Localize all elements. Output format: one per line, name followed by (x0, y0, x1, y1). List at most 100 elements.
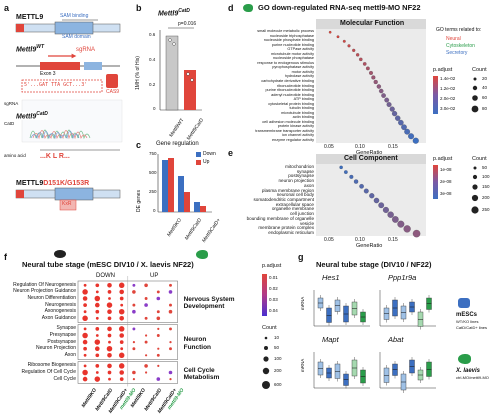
go-term-cc: somatodendritic compartment (253, 197, 314, 202)
go-dot-cc (387, 211, 394, 218)
go-term-mf: ATP binding (293, 97, 314, 102)
mouse-icon (54, 250, 66, 258)
go-dot-f (120, 347, 124, 351)
go-dot-mf (408, 133, 415, 140)
go-dot-f (156, 353, 160, 357)
go-dot-f (144, 364, 148, 368)
panel-b-tick-3: 0 (153, 106, 156, 111)
go-term-mf: response to endogenous stimulus (257, 60, 314, 65)
bar-wt (165, 35, 179, 111)
go-term-cc: membrane protein complex (258, 225, 314, 231)
seq-label-1: sgRNA (4, 101, 19, 106)
legend-down-swatch (196, 152, 201, 157)
go-dot-f (168, 309, 173, 314)
go-term-mf: motor activity (291, 69, 314, 74)
frog-icon (243, 4, 253, 12)
go-dot-f (95, 316, 99, 320)
go-dot-f (157, 364, 160, 367)
go-dot-mf (373, 79, 378, 85)
go-dot-f (108, 297, 111, 300)
go-dot-f (145, 334, 148, 337)
panel-f-grid (77, 276, 178, 387)
go-term-cc: vesicle (299, 220, 314, 226)
panel-d-padj-0: 1.4e-02 (440, 76, 456, 81)
go-term-row: Ribosome Biogenesis (27, 362, 76, 369)
go-dot-f (157, 327, 160, 330)
go-term-row: Neuron Projection (35, 345, 76, 352)
panel-d-count-3: 80 (482, 106, 488, 111)
go-term-mf: protein kinase activity (277, 124, 314, 129)
legend-mesc-line-0: WT/KO lines (456, 319, 479, 324)
panel-e-padj-2: 3e-08 (440, 191, 452, 196)
go-term-row: Axonogenesis (44, 308, 76, 315)
panel-b-pvalue: p=0.016 (178, 21, 197, 27)
panel-c-tick-3: 0 (153, 208, 156, 213)
go-term-row: Neuron Differentiation (27, 295, 76, 301)
go-term-cc: organelle membrane (271, 206, 314, 212)
go-dot-f (95, 283, 100, 288)
go-dot-f (106, 345, 113, 352)
panel-b-chart (159, 27, 202, 111)
go-dot-f (95, 334, 99, 337)
go-dot-mf (391, 111, 398, 117)
go-dot-f (107, 333, 112, 338)
panel-c-tick-1: 500 (149, 170, 157, 175)
panel-e-subtitle: Cell Component (344, 155, 398, 162)
cas9-label: CAS9 (106, 89, 120, 95)
panel-label-f: f (4, 252, 7, 262)
go-term-row: Regulation Of Cell Cycle (21, 369, 76, 375)
go-dot-f (108, 340, 111, 344)
go-dot-f (144, 297, 148, 300)
go-term-cc: neuronal cell body (276, 192, 314, 198)
go-dot-f (82, 332, 88, 339)
go-term-mf: enzyme regulator activity (272, 137, 314, 142)
panel-f-count-3: 200 (274, 368, 282, 373)
go-dot-f (144, 303, 148, 307)
go-dot-mf (369, 70, 373, 75)
go-dot-f (83, 364, 87, 368)
panel-e-count-title: Count (472, 156, 487, 162)
go-dot-cc (373, 197, 380, 204)
amino-acid-label: amino acid (4, 153, 26, 158)
go-dot-cc (363, 188, 369, 194)
panel-e-padj-1: 2e-08 (440, 179, 452, 184)
go-dot-mf (355, 53, 360, 57)
go-dot-f (145, 354, 148, 357)
panel-e-count-4: 250 (482, 207, 490, 212)
go-term-row: Presynapse (49, 332, 76, 338)
panel-f-padj-2: 0.03 (269, 297, 278, 302)
go-dot-f (169, 378, 172, 381)
go-term-cc: cell junction (289, 211, 314, 217)
panel-d-dots (328, 30, 419, 144)
go-dot-f (107, 326, 112, 332)
panel-e-xlabel: GeneRatio (356, 243, 383, 249)
panel-d-count-2: 60 (482, 95, 488, 100)
panel-f-count-4: 600 (274, 382, 282, 387)
go-cat-neural: Neural (446, 36, 461, 42)
legend-xlaevis-line: ctrl-MO/mettl9-MO (456, 375, 489, 380)
panel-label-e: e (228, 148, 234, 158)
panel-d-xtick-1: 0.10 (355, 144, 365, 150)
go-dot-mf (401, 124, 407, 130)
go-term-row: Synapse (56, 325, 76, 332)
go-term-cc: synapse (296, 168, 314, 174)
panel-f-count-1: 50 (274, 345, 280, 350)
go-dot-f (94, 376, 101, 382)
go-term-mf: nucleoside phosphatase (273, 56, 314, 61)
panel-f-down: DOWN (96, 273, 115, 279)
go-dot-cc (369, 193, 375, 199)
go-dot-f (82, 296, 88, 301)
go-cat-secretory: Secretory (446, 50, 468, 56)
go-term-mf: microtubule motor activity (270, 51, 314, 56)
go-term-cc: endoplasmic reticulum (268, 230, 314, 236)
panel-d-count-0: 20 (482, 76, 488, 81)
allele-wt: Mettl9WT (16, 44, 45, 54)
go-dot-f (169, 341, 172, 344)
go-dot-cc (344, 170, 348, 174)
go-dot-mf (352, 48, 356, 52)
legend-down: Down (203, 151, 216, 157)
legend-mesc: mESCs (456, 312, 478, 318)
go-term-mf: carbohydrate derivative binding (261, 78, 314, 83)
go-term-mf: cytoskeletal protein binding (268, 101, 314, 106)
panel-d-strip (316, 19, 426, 29)
